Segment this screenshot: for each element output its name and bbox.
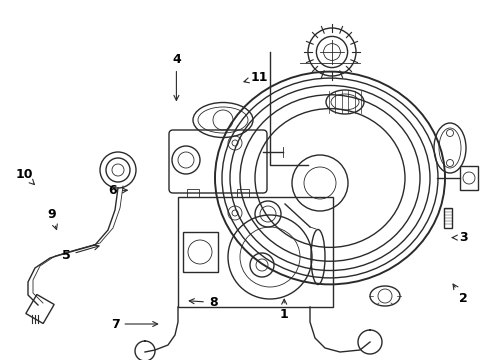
Text: 11: 11	[244, 71, 269, 84]
Bar	[178, 197, 333, 307]
Text: 4: 4	[172, 53, 181, 100]
Text: 2: 2	[453, 284, 467, 305]
Text: 8: 8	[189, 296, 218, 309]
Bar	[26, 294, 54, 324]
Bar	[183, 232, 218, 272]
Text: 10: 10	[16, 168, 34, 185]
Bar	[444, 208, 452, 228]
Text: 6: 6	[108, 184, 127, 197]
Text: 1: 1	[280, 299, 289, 321]
Text: 7: 7	[111, 318, 158, 330]
Bar	[187, 189, 199, 197]
Text: 3: 3	[452, 231, 467, 244]
Bar	[460, 166, 478, 190]
Text: 9: 9	[47, 208, 57, 229]
Text: 5: 5	[62, 245, 99, 262]
Bar	[237, 189, 249, 197]
